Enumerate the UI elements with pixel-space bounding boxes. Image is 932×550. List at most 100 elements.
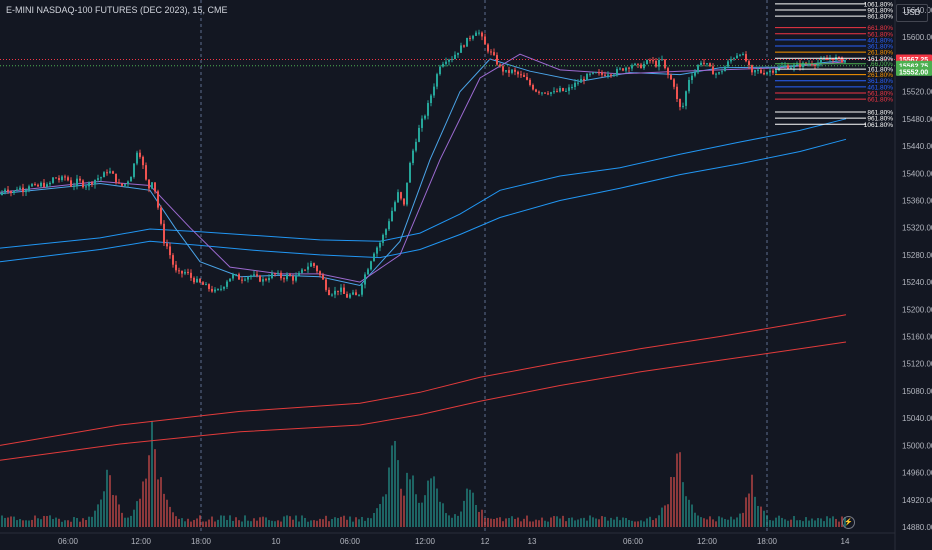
candle — [715, 72, 717, 79]
y-tick-label: 15440.00 — [902, 142, 932, 151]
volume-bar — [169, 506, 171, 527]
price-tag: 15552.00 — [896, 66, 932, 76]
x-tick-label: 12 — [481, 537, 490, 546]
volume-bar — [802, 521, 804, 527]
candle — [601, 70, 603, 78]
fib-level: 261.80% — [775, 72, 893, 79]
svg-text:461.80%: 461.80% — [867, 37, 893, 44]
volume-bar — [649, 516, 651, 527]
volume-bar — [301, 515, 303, 527]
volume-bar — [478, 511, 480, 527]
volume-bar — [142, 481, 144, 527]
volume-bar — [442, 503, 444, 527]
candle — [814, 63, 816, 70]
volume-bar — [373, 512, 375, 527]
volume-bar — [835, 518, 837, 527]
lightning-icon[interactable]: ⚡ — [842, 516, 855, 529]
candle — [298, 271, 300, 277]
volume-bar — [181, 518, 183, 527]
svg-text:661.80%: 661.80% — [867, 25, 893, 32]
candle — [487, 43, 489, 54]
candle — [439, 64, 441, 76]
svg-text:361.80%: 361.80% — [867, 78, 893, 85]
candle — [88, 181, 90, 191]
svg-text:461.80%: 461.80% — [867, 84, 893, 91]
volume-bar — [670, 476, 672, 527]
candle — [355, 289, 357, 296]
volume-bar — [703, 518, 705, 527]
candle — [676, 83, 678, 103]
candle — [307, 262, 309, 273]
volume-bar — [400, 488, 402, 527]
volume-bar — [151, 420, 153, 527]
candle — [625, 66, 627, 73]
volume-bar — [133, 509, 135, 527]
candle — [592, 71, 594, 75]
volume-bar — [496, 517, 498, 527]
volume-bar — [136, 501, 138, 527]
time-axis[interactable]: 06:00 12:00 18:00 10 06:00 12:00 12 13 06:00 12:0… — [58, 537, 850, 546]
volume-bar — [526, 515, 528, 527]
candle — [280, 270, 282, 281]
volume-bar — [439, 501, 441, 527]
x-tick-label: 12:00 — [415, 537, 436, 546]
volume-bar — [748, 493, 750, 527]
candle — [451, 56, 453, 63]
volume-bar — [277, 520, 279, 527]
candle — [130, 176, 132, 182]
candle — [10, 190, 12, 197]
fib-level: 561.80% — [775, 31, 893, 38]
candle — [712, 63, 714, 75]
volume-bar — [745, 497, 747, 527]
volume-bar — [148, 455, 150, 527]
volume-bar — [112, 495, 114, 527]
volume-bar — [775, 517, 777, 527]
volume-bar — [622, 517, 624, 527]
candle — [322, 272, 324, 280]
svg-text:15567.25: 15567.25 — [899, 57, 928, 64]
volume-bar — [31, 519, 33, 527]
volume-bar — [163, 493, 165, 527]
volume-bar — [205, 521, 207, 527]
candle — [67, 175, 69, 182]
candle — [640, 62, 642, 69]
candle — [415, 138, 417, 153]
volume-bar — [547, 521, 549, 527]
fib-level: 861.80% — [775, 110, 893, 117]
volume-bar — [688, 499, 690, 527]
candle — [778, 64, 780, 72]
candle — [370, 260, 372, 271]
candle — [85, 184, 87, 190]
volume-bar — [637, 521, 639, 527]
candle — [832, 58, 834, 63]
volume-bar — [370, 518, 372, 527]
candle — [232, 272, 234, 281]
candle — [781, 62, 783, 68]
svg-text:661.80%: 661.80% — [867, 97, 893, 104]
candle — [511, 68, 513, 75]
candle — [313, 262, 315, 268]
moving-averages — [0, 53, 847, 461]
volume-bar — [73, 517, 75, 527]
volume-bar — [385, 494, 387, 527]
volume-bar — [535, 519, 537, 527]
currency-button[interactable]: USD — [896, 4, 928, 22]
moving-average-line-3 — [0, 341, 847, 461]
candle — [343, 283, 345, 295]
volume-bar — [460, 511, 462, 527]
svg-text:561.80%: 561.80% — [867, 31, 893, 38]
candle — [505, 70, 507, 73]
volume-bar — [232, 520, 234, 527]
candle — [301, 268, 303, 274]
volume-bar — [124, 517, 126, 527]
volume-bar — [577, 519, 579, 527]
volume-bar — [487, 517, 489, 527]
volume-bar — [175, 516, 177, 527]
candle — [619, 66, 621, 71]
volume-bar — [709, 516, 711, 527]
x-tick-label: 12:00 — [131, 537, 152, 546]
volume-bar — [1, 515, 3, 527]
candle — [379, 240, 381, 252]
candle — [34, 182, 36, 186]
